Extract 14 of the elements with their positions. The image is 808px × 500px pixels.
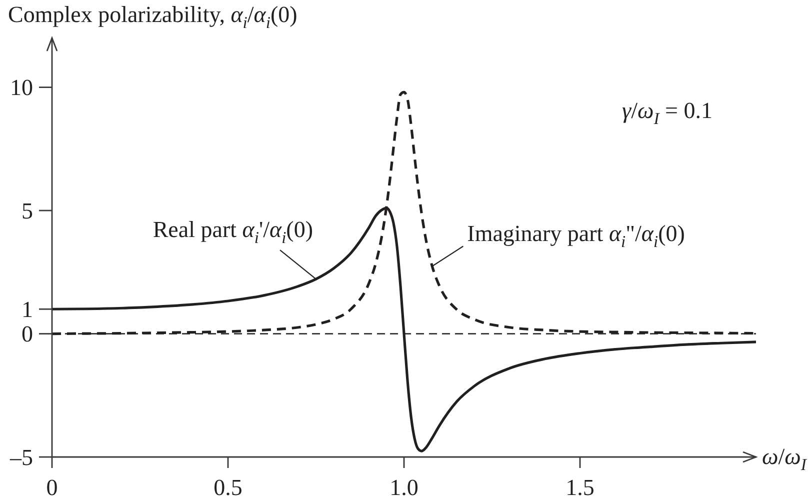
y-tick-label: 0 [22,322,33,347]
y-axis-title: Complex polarizability, α$_{i}$/α$_{i}$(0) [8,2,298,32]
y-tick-label: 1 [22,296,33,322]
y-tick-label: 5 [22,198,33,224]
series-label: Imaginary part α$_{i}$"/α$_{i}$(0) [467,221,685,251]
series-label: Real part α$_{i}$'/α$_{i}$(0) [152,217,313,247]
y-tick-label: –5 [9,444,33,470]
annotation: γ/ω$_{I}$ = 0.1 [622,98,712,128]
x-tick-label: 1.0 [390,475,418,500]
y-tick-label: 10 [10,75,33,100]
x-axis-title: ω/ω$_{I}$ [762,444,808,474]
x-tick-label: 0 [46,475,58,500]
x-tick-label: 0.5 [214,475,242,500]
x-tick-label: 1.5 [566,475,594,500]
